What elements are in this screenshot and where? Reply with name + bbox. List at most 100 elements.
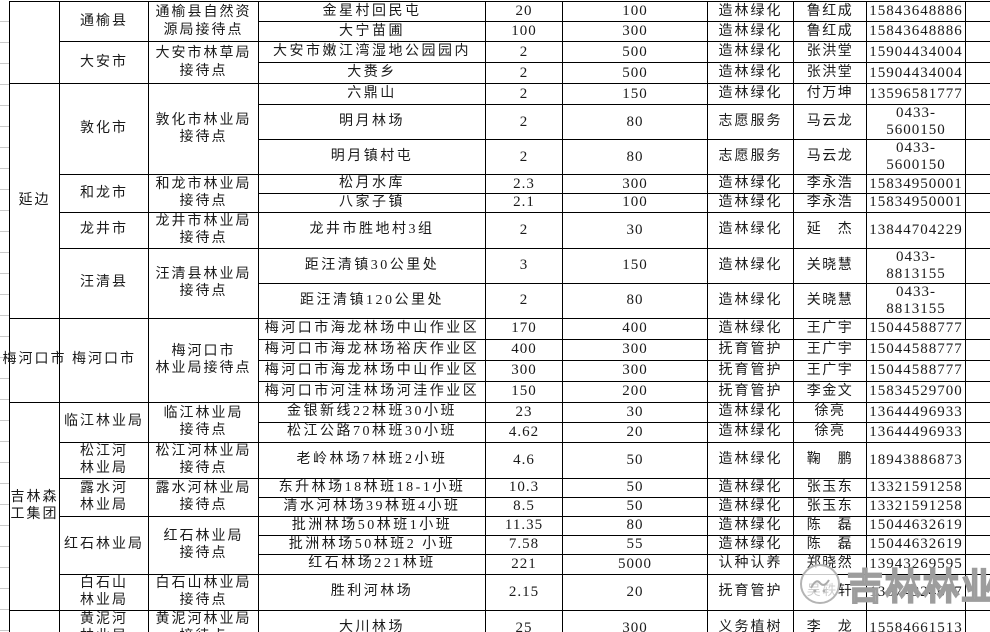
- table-row: 和龙市 和龙市林业局 接待点 松月水库 2.3 300 造林绿化 李永浩 1583495000…: [10, 174, 990, 213]
- location-cell: 梅河口市海龙林场裕庆作业区: [258, 338, 486, 361]
- tree-count-cell: 55: [562, 534, 708, 555]
- location-cell: 批洲林场50林班1小班: [258, 515, 486, 536]
- area-value-cell: 170: [485, 317, 563, 340]
- table-row: 大宁苗圃 100 300 造林绿化 鲁红成 15843648886: [10, 21, 990, 42]
- city-cell: 黄泥河 林业局: [59, 609, 149, 632]
- tree-count-cell: 80: [562, 515, 708, 536]
- activity-type-cell: 造林绿化: [707, 477, 794, 498]
- tree-count-cell: 300: [562, 21, 708, 42]
- city-cell: 临江林业局: [59, 401, 149, 443]
- gridline-tick: [0, 546, 9, 547]
- phone-number-cell: 15044632619: [866, 534, 966, 555]
- location-cell: 红石林场221林班: [258, 553, 486, 575]
- city-cell: 梅河口市: [59, 317, 149, 403]
- area-value-cell: 25: [485, 609, 563, 632]
- activity-type-cell: 抚育管护: [707, 573, 794, 611]
- contact-name-cell: 鞠 鹏: [793, 441, 867, 479]
- area-value-cell: 4.6: [485, 441, 563, 479]
- overflow-cell: [965, 477, 990, 498]
- contact-name-cell: 延 杰: [793, 211, 867, 249]
- overflow-cell: [965, 41, 990, 63]
- activity-type-cell: 造林绿化: [707, 83, 794, 105]
- area-value-cell: 2.3: [485, 174, 563, 194]
- area-value-cell: 150: [485, 380, 563, 403]
- contact-name-cell: 张洪堂: [793, 41, 867, 63]
- tree-count-cell: 150: [562, 83, 708, 105]
- tree-count-cell: 100: [562, 193, 708, 213]
- area-value-cell: 2: [485, 62, 563, 84]
- tree-count-cell: 400: [562, 317, 708, 340]
- overflow-cell: [965, 359, 990, 382]
- gridline-tick: [0, 504, 9, 505]
- reception-point-cell: 松江河林业局 接待点: [148, 441, 259, 479]
- contact-name-cell: 吴轶轩: [793, 573, 867, 611]
- reception-point-cell: 白石山林业局 接待点: [148, 573, 259, 611]
- overflow-cell: [965, 317, 990, 340]
- area-value-cell: 2.15: [485, 573, 563, 611]
- location-cell: 胜利河林场: [258, 573, 486, 611]
- city-cell: 松江河 林业局: [59, 441, 149, 479]
- activity-type-cell: 抚育管护: [707, 380, 794, 403]
- overflow-cell: [965, 421, 990, 443]
- contact-name-cell: 李 龙: [793, 609, 867, 632]
- contact-name-cell: 陈 磊: [793, 515, 867, 536]
- area-value-cell: 2: [485, 83, 563, 105]
- table-row: 延边 敦化市 敦化市林业局 接待点 六鼎山 2 150 造林绿化 付万坤 13596581777: [9, 83, 990, 319]
- phone-number-cell: 13844704229: [866, 211, 966, 249]
- activity-type-cell: 造林绿化: [707, 21, 794, 42]
- location-cell: 明月镇村屯: [258, 139, 486, 175]
- activity-type-cell: 志愿服务: [707, 139, 794, 175]
- activity-type-cell: 造林绿化: [707, 247, 794, 284]
- activity-type-cell: 造林绿化: [707, 211, 794, 249]
- overflow-cell: [965, 515, 990, 536]
- gridline-tick: [0, 21, 9, 22]
- city-cell: 通榆县: [59, 1, 149, 42]
- gridline-tick: [0, 84, 9, 85]
- gridline-tick: [0, 630, 9, 631]
- location-cell: 梅河口市河洼林场河洼作业区: [258, 380, 486, 403]
- phone-number-cell: 15904434004: [866, 41, 966, 63]
- region-cell: 吉林森 工集团: [9, 401, 60, 611]
- region-cell: 梅河口市: [3, 317, 65, 403]
- location-cell: 龙井市胜地村3组: [258, 211, 486, 249]
- tree-count-cell: 100: [562, 1, 708, 22]
- gridline-tick: [0, 525, 9, 526]
- reception-point-cell: 大安市林草局 接待点: [148, 41, 259, 84]
- tree-count-cell: 150: [562, 247, 708, 284]
- tree-count-cell: 300: [562, 174, 708, 194]
- tree-count-cell: 300: [562, 338, 708, 361]
- location-cell: 距汪清镇30公里处: [258, 247, 486, 284]
- phone-number-cell: 13321591258: [866, 477, 966, 498]
- contact-name-cell: 张玉东: [793, 496, 867, 517]
- tree-count-cell: 500: [562, 41, 708, 63]
- overflow-cell: [965, 174, 990, 194]
- area-value-cell: 100: [485, 21, 563, 42]
- phone-number-cell: 15044588777: [866, 338, 966, 361]
- gridline-tick: [0, 588, 9, 589]
- gridline-tick: [0, 294, 9, 295]
- reception-point-cell: 黄泥河林业局 接待点: [148, 609, 259, 632]
- phone-number-cell: 13596581777: [866, 83, 966, 105]
- table-row: 通榆县 通榆县自然资 源局接待点 金星村回民屯 20 100 造林绿化 鲁红成 1584364…: [9, 1, 990, 84]
- phone-number-cell: 13644496933: [866, 401, 966, 423]
- overflow-cell: [965, 338, 990, 361]
- table-row: 红石林场221林班 221 5000 认种认养 郑晓然 13943269595: [10, 553, 990, 575]
- location-cell: 金星村回民屯: [258, 1, 486, 22]
- location-cell: 六鼎山: [258, 83, 486, 105]
- area-value-cell: 7.58: [485, 534, 563, 555]
- phone-number-cell: 15843648886: [866, 1, 966, 22]
- tree-count-cell: 300: [562, 359, 708, 382]
- table-row: 龙井市 龙井市林业局 接待点 龙井市胜地村3组 2 30 造林绿化延 杰 138447042…: [10, 211, 990, 249]
- contact-name-cell: 关晓慧: [793, 247, 867, 284]
- overflow-cell: [965, 193, 990, 213]
- location-cell: 东升林场18林班18-1小班: [258, 477, 486, 498]
- table-row: 梅河口市 梅河口市 梅河口市 林业局接待点 梅河口市海龙林场中山作业区 170 400 造林…: [3, 317, 990, 403]
- city-cell: 敦化市: [59, 83, 149, 175]
- area-value-cell: 11.35: [485, 515, 563, 536]
- activity-type-cell: 造林绿化: [707, 62, 794, 84]
- location-cell: 大宁苗圃: [258, 21, 486, 42]
- overflow-cell: [965, 534, 990, 555]
- city-cell: 白石山 林业局: [59, 573, 149, 611]
- overflow-cell: [965, 247, 990, 284]
